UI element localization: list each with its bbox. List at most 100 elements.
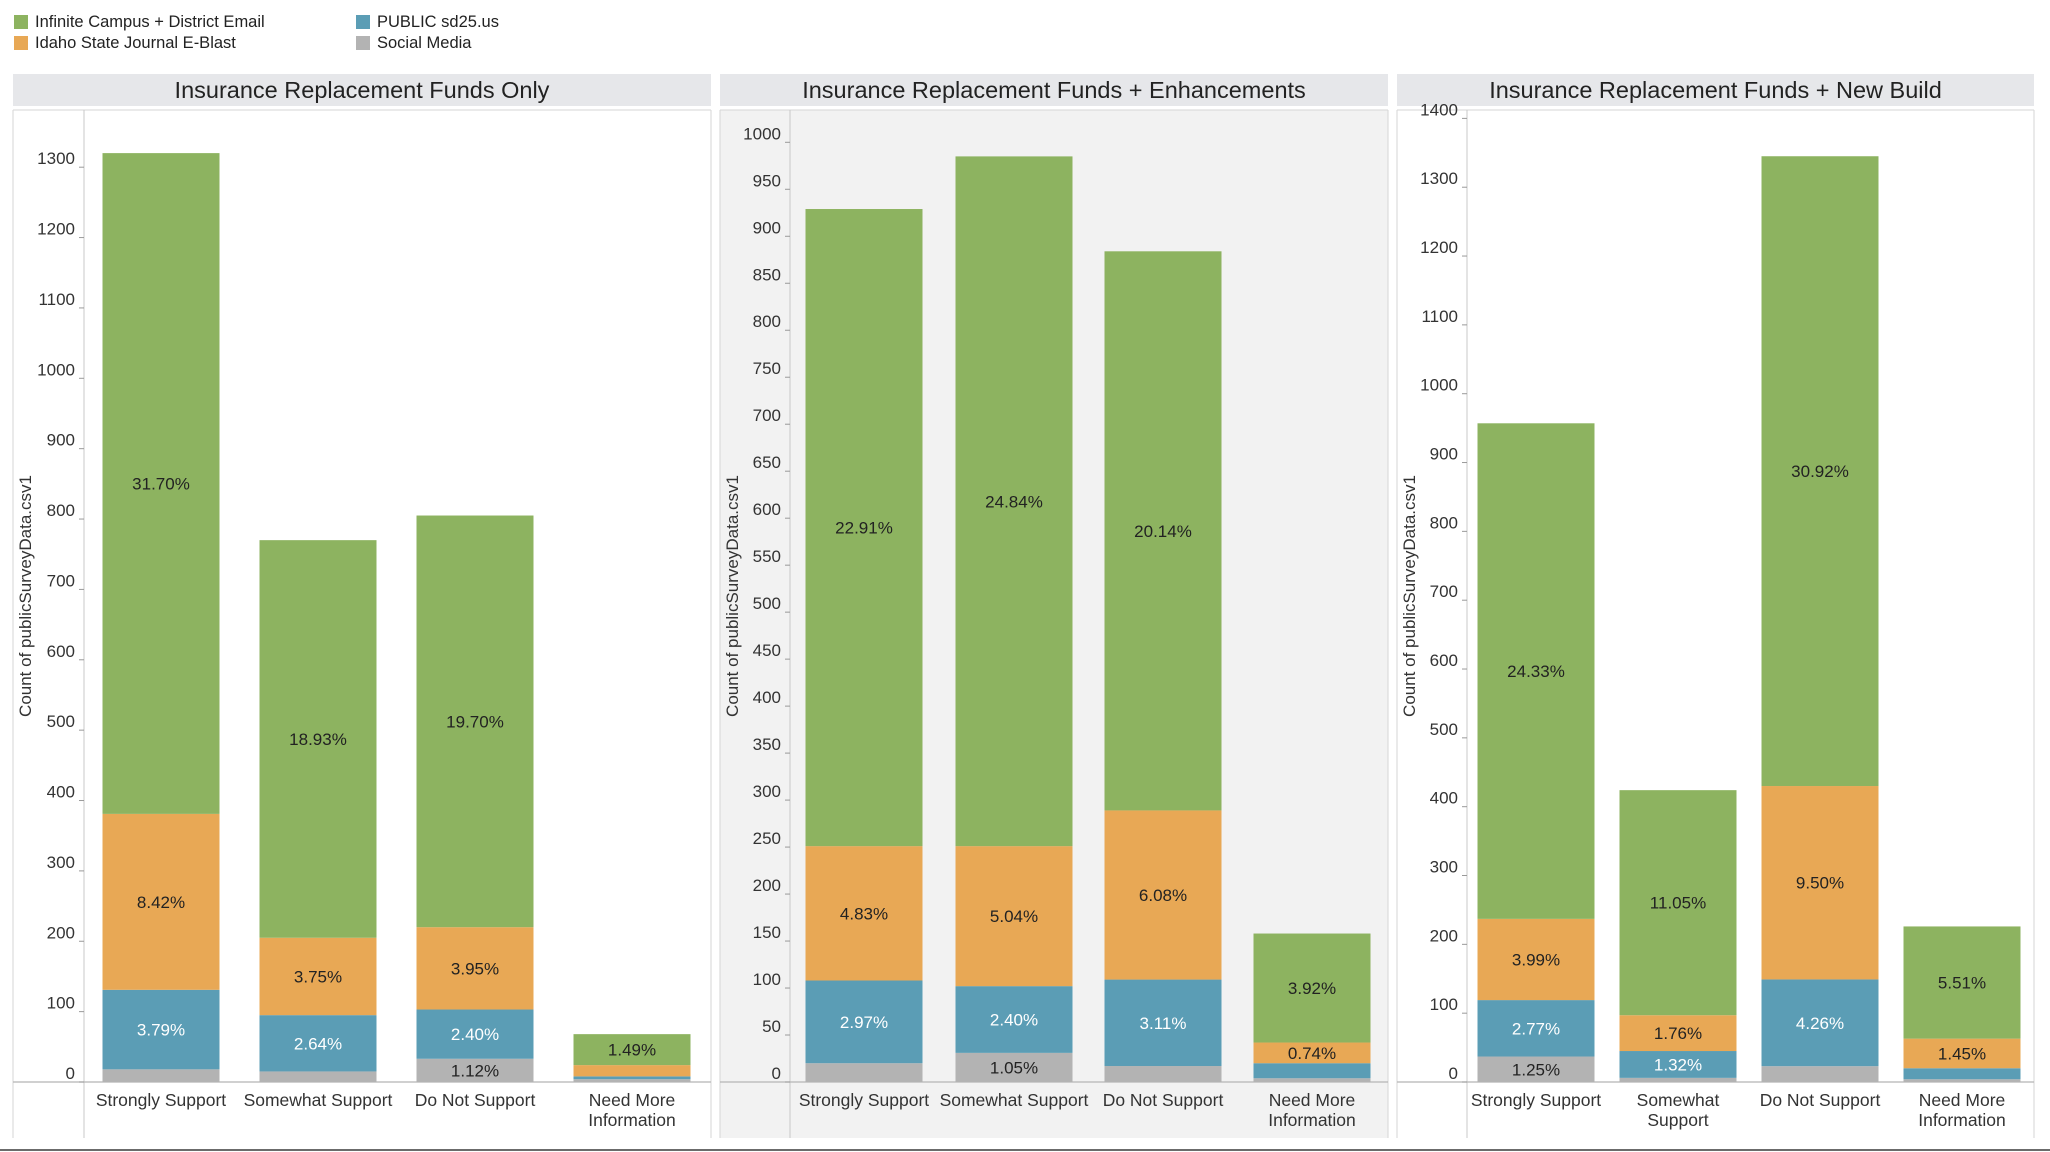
panel-title-bar: [720, 74, 1388, 106]
bar-data-label: 5.51%: [1938, 974, 1986, 993]
bar-segment: [1253, 933, 1371, 1043]
legend-item-infinite-campus: Infinite Campus + District Email: [14, 11, 265, 33]
bar-data-label: 2.77%: [1512, 1019, 1560, 1038]
panel-title-bar: [1397, 74, 2034, 106]
bar-segment: [1104, 979, 1222, 1067]
bar-segment: [416, 1009, 534, 1059]
chart-panel: Insurance Replacement Funds Only Count of…: [12, 74, 712, 1138]
bar-data-label: 24.33%: [1507, 662, 1565, 681]
y-axis-title: Count of publicSurveyData.csv1: [16, 475, 35, 717]
x-category-label: Information: [1268, 1110, 1356, 1130]
y-tick-label: 400: [47, 783, 75, 802]
bar-segment: [1253, 1078, 1371, 1082]
bar-segment: [1104, 1066, 1222, 1082]
bar-data-label: 6.08%: [1139, 886, 1187, 905]
bar-data-label: 2.40%: [451, 1025, 499, 1044]
x-category-label: Somewhat: [1637, 1090, 1720, 1110]
bar-segment: [1903, 1079, 2021, 1082]
bar-segment: [1761, 979, 1879, 1067]
y-tick-label: 200: [753, 876, 781, 895]
y-tick-label: 700: [47, 571, 75, 590]
y-tick-label: 850: [753, 265, 781, 284]
y-tick-label: 800: [47, 501, 75, 520]
y-tick-label: 250: [753, 829, 781, 848]
bar-data-label: 4.26%: [1796, 1014, 1844, 1033]
bar-segment: [416, 927, 534, 1010]
y-tick-label: 200: [1430, 926, 1458, 945]
legend-item-social-media: Social Media: [356, 32, 471, 54]
bar-data-label: 1.12%: [451, 1061, 499, 1080]
y-tick-label: 0: [66, 1064, 75, 1083]
panel-title: Insurance Replacement Funds + New Build: [1489, 77, 1942, 103]
legend-label: Infinite Campus + District Email: [35, 12, 265, 31]
y-tick-label: 1100: [38, 290, 75, 309]
bar-data-label: 22.91%: [835, 519, 893, 538]
bar-segment: [805, 209, 923, 847]
y-tick-label: 450: [753, 641, 781, 660]
bar-segment: [1104, 251, 1222, 811]
bar-segment: [102, 153, 220, 814]
y-tick-label: 900: [1430, 445, 1458, 464]
bar-data-label: 2.64%: [294, 1034, 342, 1053]
legend-label: PUBLIC sd25.us: [377, 12, 499, 31]
x-category-label: Somewhat Support: [940, 1090, 1089, 1110]
bar-segment: [1477, 918, 1595, 1001]
bar-data-label: 8.42%: [137, 893, 185, 912]
y-tick-label: 50: [762, 1017, 781, 1036]
bar-data-label: 3.75%: [294, 967, 342, 986]
x-category-label: Information: [1918, 1110, 2006, 1130]
y-tick-label: 300: [1430, 858, 1458, 877]
bar-segment: [416, 1058, 534, 1082]
x-category-label: Need More: [589, 1090, 676, 1110]
bar-data-label: 2.40%: [990, 1011, 1038, 1030]
bar-data-label: 3.95%: [451, 959, 499, 978]
bar-segment: [1903, 1038, 2021, 1069]
y-tick-label: 500: [47, 712, 75, 731]
legend-swatch: [356, 15, 370, 29]
bar-segment: [573, 1079, 691, 1082]
y-tick-label: 500: [1430, 720, 1458, 739]
y-tick-label: 200: [47, 923, 75, 942]
bar-segment: [1104, 810, 1222, 980]
y-tick-label: 0: [772, 1064, 781, 1083]
y-tick-label: 600: [1430, 651, 1458, 670]
bar-segment: [259, 1015, 377, 1072]
y-tick-label: 400: [1430, 789, 1458, 808]
bar-data-label: 30.92%: [1791, 462, 1849, 481]
panel-title-bar: [13, 74, 711, 106]
legend-label: Idaho State Journal E-Blast: [35, 33, 236, 52]
bar-data-label: 1.25%: [1512, 1060, 1560, 1079]
y-tick-label: 1400: [1420, 100, 1458, 119]
x-category-label: Strongly Support: [96, 1090, 226, 1110]
y-tick-label: 100: [753, 970, 781, 989]
bar-segment: [1903, 1068, 2021, 1080]
bar-data-label: 1.76%: [1654, 1024, 1702, 1043]
y-tick-label: 1000: [37, 360, 75, 379]
y-tick-label: 350: [753, 735, 781, 754]
y-tick-label: 1000: [743, 124, 781, 143]
y-tick-label: 0: [1449, 1064, 1458, 1083]
bar-data-label: 0.74%: [1288, 1044, 1336, 1063]
x-category-label: Do Not Support: [1760, 1090, 1881, 1110]
x-category-label: Information: [588, 1110, 676, 1130]
bar-data-label: 31.70%: [132, 475, 190, 494]
y-axis-title: Count of publicSurveyData.csv1: [723, 475, 742, 717]
bar-data-label: 1.45%: [1938, 1044, 1986, 1063]
panel-title: Insurance Replacement Funds + Enhancemen…: [802, 77, 1306, 103]
y-tick-label: 700: [1430, 582, 1458, 601]
y-tick-label: 950: [753, 171, 781, 190]
y-tick-label: 1000: [1420, 376, 1458, 395]
bar-data-label: 1.05%: [990, 1058, 1038, 1077]
bar-segment: [259, 540, 377, 938]
y-tick-label: 100: [47, 994, 75, 1013]
bar-data-label: 5.04%: [990, 907, 1038, 926]
bar-segment: [955, 846, 1073, 987]
bar-segment: [102, 1069, 220, 1082]
x-category-label: Strongly Support: [1471, 1090, 1601, 1110]
y-tick-label: 800: [1430, 513, 1458, 532]
bar-data-label: 24.84%: [985, 492, 1043, 511]
bar-data-label: 2.97%: [840, 1013, 888, 1032]
bar-segment: [1253, 1063, 1371, 1079]
y-tick-label: 1300: [37, 149, 75, 168]
